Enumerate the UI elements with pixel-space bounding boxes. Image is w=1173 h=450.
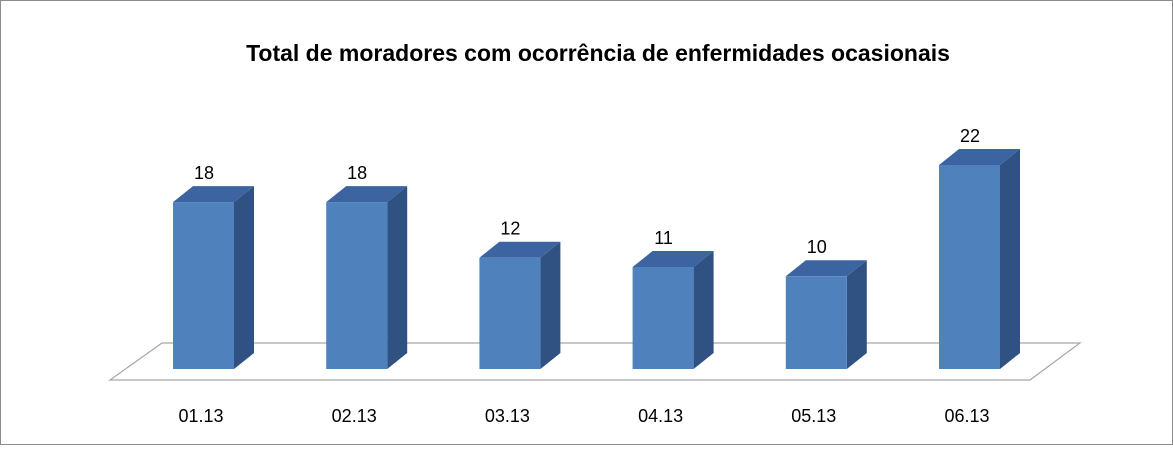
bar-top bbox=[939, 149, 1020, 165]
bar-side bbox=[846, 260, 867, 369]
bar bbox=[939, 165, 1000, 369]
data-label: 22 bbox=[960, 126, 980, 146]
bar-top bbox=[632, 251, 714, 267]
x-tick-label: 04.13 bbox=[638, 406, 683, 426]
chart-title: Total de moradores com ocorrência de enf… bbox=[246, 40, 950, 66]
x-tick-label: 01.13 bbox=[178, 406, 223, 426]
bar bbox=[326, 202, 388, 369]
data-label: 11 bbox=[654, 228, 673, 248]
data-label: 10 bbox=[807, 237, 827, 257]
bar-side bbox=[693, 251, 714, 369]
bar-side bbox=[540, 241, 561, 369]
bar bbox=[479, 257, 541, 369]
data-label: 18 bbox=[347, 163, 367, 183]
bar bbox=[785, 276, 847, 369]
bar-top bbox=[479, 241, 561, 258]
bar bbox=[173, 202, 234, 369]
bar bbox=[632, 267, 694, 369]
data-label: 12 bbox=[500, 218, 520, 238]
x-tick-label: 02.13 bbox=[332, 406, 377, 426]
x-tick-label: 05.13 bbox=[791, 406, 836, 426]
bar-top bbox=[173, 186, 254, 203]
bar-top bbox=[326, 186, 408, 203]
x-tick-label: 06.13 bbox=[944, 406, 989, 426]
floor bbox=[108, 342, 1082, 381]
bar-side bbox=[234, 186, 254, 369]
bar-side bbox=[387, 186, 408, 369]
bar-side bbox=[1000, 149, 1020, 369]
x-tick-label: 03.13 bbox=[485, 406, 530, 426]
data-label: 18 bbox=[194, 163, 214, 183]
bar-top bbox=[785, 260, 867, 277]
